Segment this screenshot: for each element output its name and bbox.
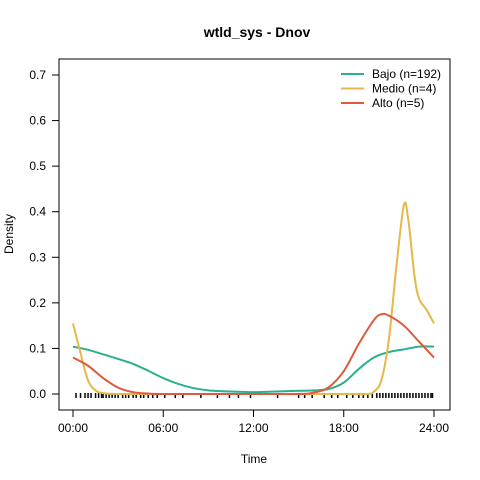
series-line-1 <box>72 201 435 396</box>
legend: Bajo (n=192)Medio (n=4)Alto (n=5) <box>341 67 441 110</box>
x-tick-label: 06:00 <box>148 421 178 435</box>
rug-marks <box>75 393 434 398</box>
legend-label: Medio (n=4) <box>372 82 436 96</box>
x-axis: 00:00 06:00 12:00 18:00 24:00 <box>58 409 449 435</box>
y-tick-label: 0.0 <box>29 387 46 401</box>
x-tick-label: 12:00 <box>238 421 268 435</box>
x-tick-label: 24:00 <box>419 421 449 435</box>
chart-title: wtld_sys - Dnov <box>203 24 311 40</box>
y-tick-label: 0.7 <box>29 68 46 82</box>
y-tick-label: 0.3 <box>29 250 46 264</box>
x-tick-label: 00:00 <box>58 421 88 435</box>
series-line-0 <box>72 345 435 394</box>
y-tick-label: 0.5 <box>29 159 46 173</box>
x-axis-label: Time <box>241 452 268 466</box>
x-tick-label: 18:00 <box>329 421 359 435</box>
legend-label: Alto (n=5) <box>372 96 424 110</box>
y-axis-label: Density <box>2 214 16 254</box>
y-tick-label: 0.2 <box>29 296 46 310</box>
y-tick-label: 0.4 <box>29 205 46 219</box>
plot-frame <box>58 58 451 411</box>
series-group <box>72 201 435 396</box>
y-axis: 0.0 0.1 0.2 0.3 0.4 0.5 0.6 0.7 <box>29 68 60 401</box>
series-line-2 <box>72 312 435 396</box>
y-tick-label: 0.6 <box>29 114 46 128</box>
y-tick-label: 0.1 <box>29 341 46 355</box>
legend-label: Bajo (n=192) <box>372 67 441 81</box>
